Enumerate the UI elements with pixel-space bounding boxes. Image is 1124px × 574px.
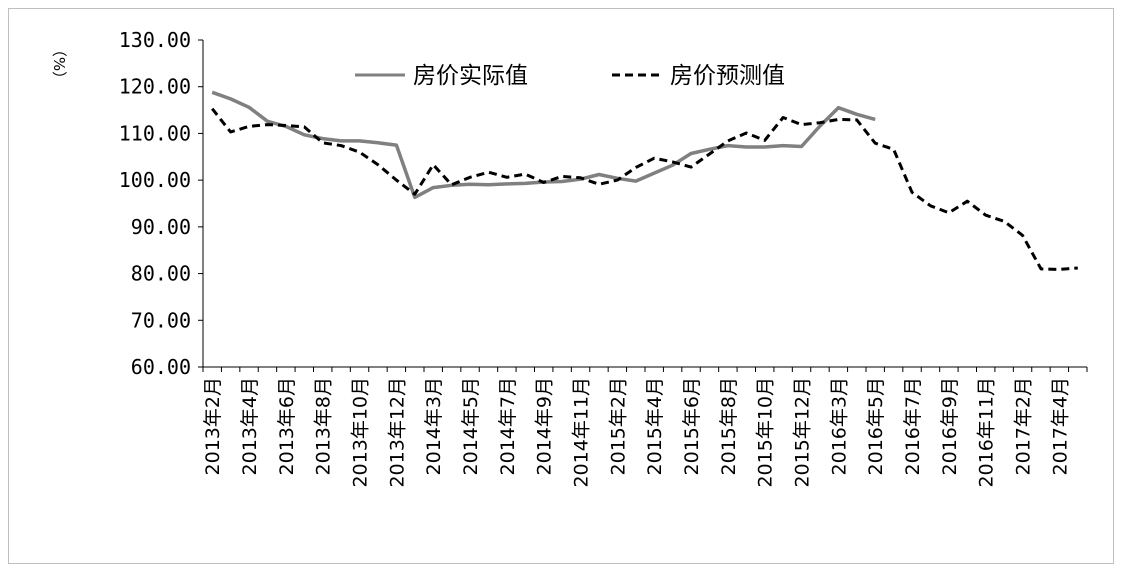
x-tick-label: 2016年7月 bbox=[902, 377, 924, 475]
x-tick-label: 2015年4月 bbox=[644, 377, 666, 475]
legend-label: 房价实际值 bbox=[413, 63, 528, 89]
axes bbox=[202, 40, 1087, 368]
x-tick-label: 2013年12月 bbox=[386, 377, 408, 488]
x-tick-label: 2016年9月 bbox=[939, 377, 961, 475]
y-tick-label: 110.00 bbox=[119, 121, 191, 145]
y-tick-label: 90.00 bbox=[131, 215, 191, 239]
y-axis-ticks: 60.00 70.00 80.00 90.00 100.00 110.00 120.00 13… bbox=[119, 28, 203, 379]
y-tick-label: 130.00 bbox=[119, 28, 191, 52]
y-tick-label: 100.00 bbox=[119, 168, 191, 192]
x-tick-label: 2015年10月 bbox=[755, 377, 777, 488]
y-tick-label: 120.00 bbox=[119, 75, 191, 99]
legend: 房价实际值 房价预测值 bbox=[355, 63, 785, 89]
x-tick-label: 2015年8月 bbox=[718, 377, 740, 475]
x-tick-label: 2013年4月 bbox=[239, 377, 261, 475]
x-tick-label: 2016年5月 bbox=[865, 377, 887, 475]
y-axis-label: （%） bbox=[50, 42, 68, 86]
x-tick-label: 2013年2月 bbox=[202, 377, 224, 475]
legend-label: 房价预测值 bbox=[670, 63, 785, 89]
series-line-predicted bbox=[211, 107, 1078, 271]
x-tick-label: 2017年4月 bbox=[1049, 377, 1071, 475]
x-tick-label: 2015年6月 bbox=[681, 377, 703, 475]
x-tick-label: 2015年12月 bbox=[792, 377, 814, 488]
y-tick-label: 60.00 bbox=[131, 355, 191, 379]
x-tick-label: 2013年10月 bbox=[350, 377, 372, 488]
x-tick-label: 2015年2月 bbox=[607, 377, 629, 475]
x-axis-ticks: 2013年2月 2013年4月 2013年6月 2013年8月 2013年10月 2013… bbox=[202, 367, 1088, 488]
x-tick-label: 2014年3月 bbox=[423, 377, 445, 475]
x-tick-label: 2016年11月 bbox=[976, 377, 998, 488]
x-tick-label: 2016年3月 bbox=[828, 377, 850, 475]
x-tick-label: 2014年7月 bbox=[497, 377, 519, 475]
x-tick-label: 2014年5月 bbox=[460, 377, 482, 475]
y-tick-label: 80.00 bbox=[131, 262, 191, 286]
x-tick-label: 2013年6月 bbox=[276, 377, 298, 475]
x-tick-label: 2017年2月 bbox=[1013, 377, 1035, 475]
series-lines bbox=[211, 90, 1078, 271]
x-tick-label: 2013年8月 bbox=[313, 377, 335, 475]
x-tick-label: 2014年9月 bbox=[534, 377, 556, 475]
chart-frame bbox=[8, 8, 1114, 564]
y-tick-label: 70.00 bbox=[131, 308, 191, 332]
x-tick-label: 2014年11月 bbox=[571, 377, 593, 488]
